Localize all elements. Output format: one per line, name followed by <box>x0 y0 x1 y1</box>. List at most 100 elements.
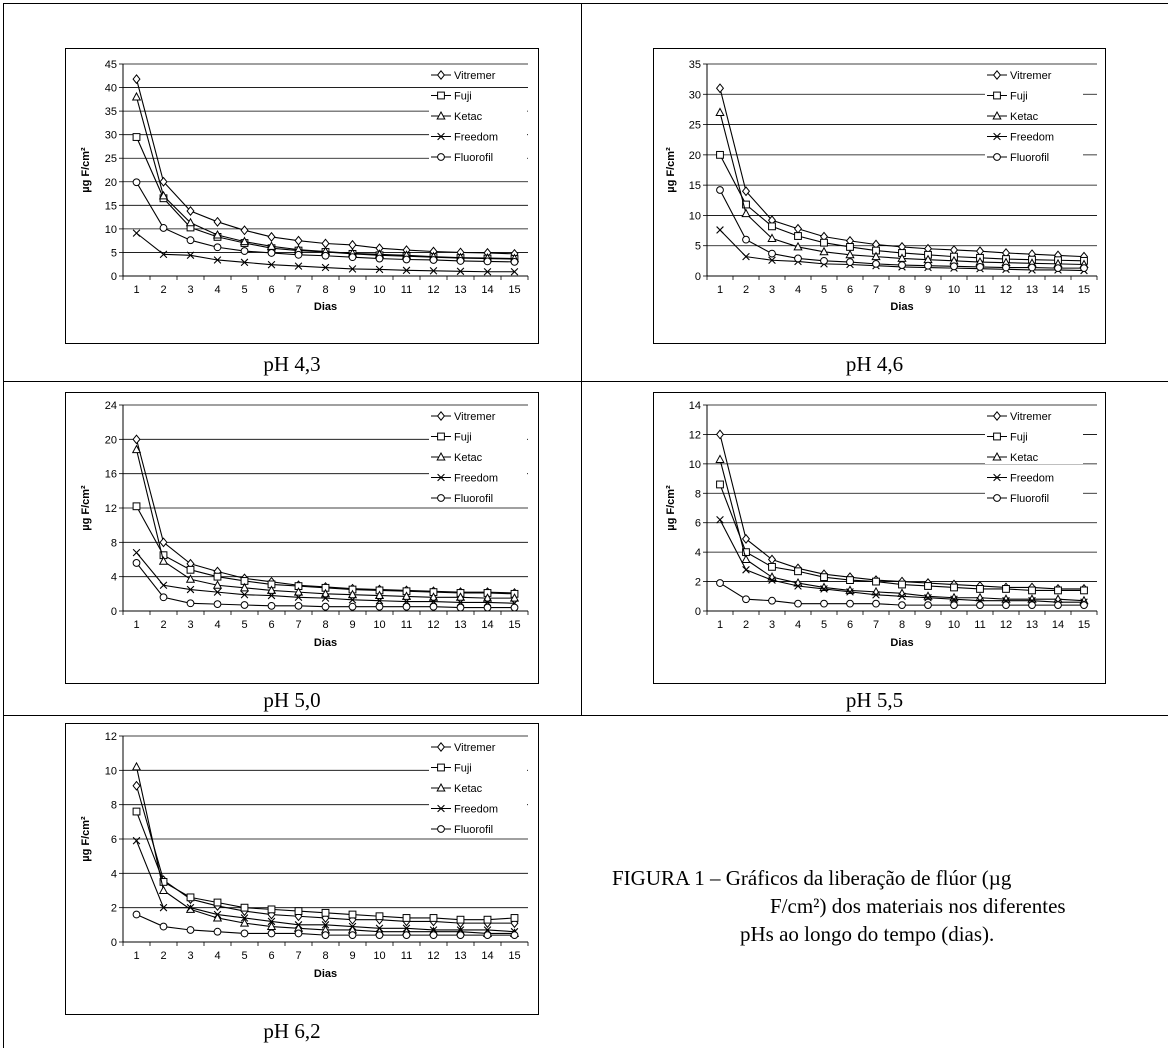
x-tick-label: 9 <box>349 950 355 962</box>
legend-marker <box>992 451 1002 461</box>
data-point <box>240 590 249 599</box>
x-tick-label: 9 <box>349 284 355 296</box>
legend: Vitremer Fuji Ketac Freedom Fluorofil <box>985 68 1083 164</box>
y-tick-label: 20 <box>689 150 701 162</box>
data-point <box>820 238 828 247</box>
data-point <box>924 582 932 590</box>
x-tick-label: 11 <box>401 950 412 962</box>
x-tick-label: 7 <box>295 950 301 962</box>
data-point <box>294 907 303 915</box>
y-axis-label: µg F/cm² <box>80 485 92 531</box>
data-point <box>715 429 725 440</box>
legend-label: Fluorofil <box>454 824 493 836</box>
x-tick-label: 15 <box>508 284 520 296</box>
legend-marker <box>992 411 1002 421</box>
x-tick-label: 12 <box>427 284 439 296</box>
legend-label: Fuji <box>1010 91 1028 103</box>
data-point <box>401 591 412 600</box>
data-point <box>924 261 932 270</box>
data-point <box>1028 601 1036 610</box>
y-axis-label: µg F/cm² <box>80 816 92 862</box>
x-tick-label: 4 <box>795 619 801 631</box>
x-tick-label: 8 <box>899 284 905 296</box>
data-point <box>482 593 493 602</box>
data-point <box>846 588 854 596</box>
data-point <box>741 533 751 544</box>
data-point <box>213 898 222 907</box>
legend-label: Fluorofil <box>1010 493 1049 505</box>
data-point <box>294 250 303 259</box>
data-point <box>320 588 331 598</box>
legend: Vitremer Fuji Ketac Freedom Fluorofil <box>985 409 1083 505</box>
y-tick-label: 0 <box>695 271 701 283</box>
data-point <box>898 601 906 610</box>
legend-label: Fluorofil <box>1010 152 1049 164</box>
data-point <box>483 931 492 940</box>
data-point <box>715 107 725 116</box>
y-tick-label: 45 <box>105 59 117 71</box>
y-tick-label: 15 <box>689 180 701 192</box>
data-point <box>1002 263 1010 272</box>
data-point <box>794 232 802 240</box>
x-tick-label: 4 <box>214 284 220 296</box>
x-tick-label: 1 <box>717 284 723 296</box>
data-point <box>158 885 169 894</box>
figure-caption-line: pHs ao longo do tempo (dias). <box>740 922 995 946</box>
legend-bg <box>429 129 527 144</box>
data-point <box>267 249 276 257</box>
data-point <box>846 599 854 608</box>
x-tick-label: 8 <box>899 619 905 631</box>
x-tick-label: 11 <box>401 284 412 296</box>
x-tick-label: 3 <box>769 284 775 296</box>
figure-table <box>3 3 1168 1048</box>
x-tick-label: 14 <box>481 284 493 296</box>
legend-label: Fuji <box>454 432 472 444</box>
x-tick-label: 7 <box>873 619 879 631</box>
legend-label: Vitremer <box>1010 411 1052 423</box>
data-point <box>510 914 519 922</box>
data-point <box>898 580 906 589</box>
data-point <box>820 573 828 582</box>
legend-bg <box>985 150 1083 164</box>
chart-panel-ph55: 0 2 4 6 8 10 12 14 1 2 3 4 5 6 7 8 9 10 11 12 13 14 15 Dias µg F… <box>653 392 1106 684</box>
data-point <box>267 591 276 600</box>
data-point <box>1002 601 1010 610</box>
legend-bg <box>429 409 527 423</box>
data-point <box>845 249 855 259</box>
data-point <box>131 761 142 771</box>
data-point <box>294 235 303 246</box>
data-point <box>267 905 276 914</box>
table-rule <box>581 3 582 715</box>
x-tick-label: 11 <box>401 619 412 631</box>
data-point <box>132 502 141 511</box>
legend-label: Ketac <box>454 111 483 123</box>
data-point <box>768 256 776 265</box>
data-point <box>767 554 777 565</box>
data-point <box>240 225 249 236</box>
x-tick-label: 9 <box>925 619 931 631</box>
x-tick-label: 15 <box>508 619 520 631</box>
data-point <box>132 559 141 567</box>
legend-label: Vitremer <box>454 70 496 82</box>
figure-caption-line: FIGURA 1 – Gráficos da liberação de flúo… <box>612 866 1012 890</box>
data-point <box>321 602 330 611</box>
y-tick-label: 8 <box>111 800 117 812</box>
legend-marker <box>436 110 446 120</box>
data-point <box>510 257 519 266</box>
data-point <box>348 931 357 940</box>
y-tick-label: 0 <box>111 271 117 283</box>
y-tick-label: 30 <box>105 130 117 142</box>
legend-label: Fuji <box>1010 432 1028 444</box>
legend-label: Freedom <box>1010 473 1054 485</box>
y-tick-label: 35 <box>689 59 701 71</box>
x-tick-label: 14 <box>1052 284 1064 296</box>
data-point <box>213 572 222 581</box>
data-point <box>742 200 750 209</box>
x-tick-label: 15 <box>508 950 520 962</box>
data-point <box>321 594 330 602</box>
data-point <box>239 918 250 927</box>
data-point <box>742 595 750 604</box>
data-point <box>159 878 168 886</box>
data-point <box>348 239 357 250</box>
